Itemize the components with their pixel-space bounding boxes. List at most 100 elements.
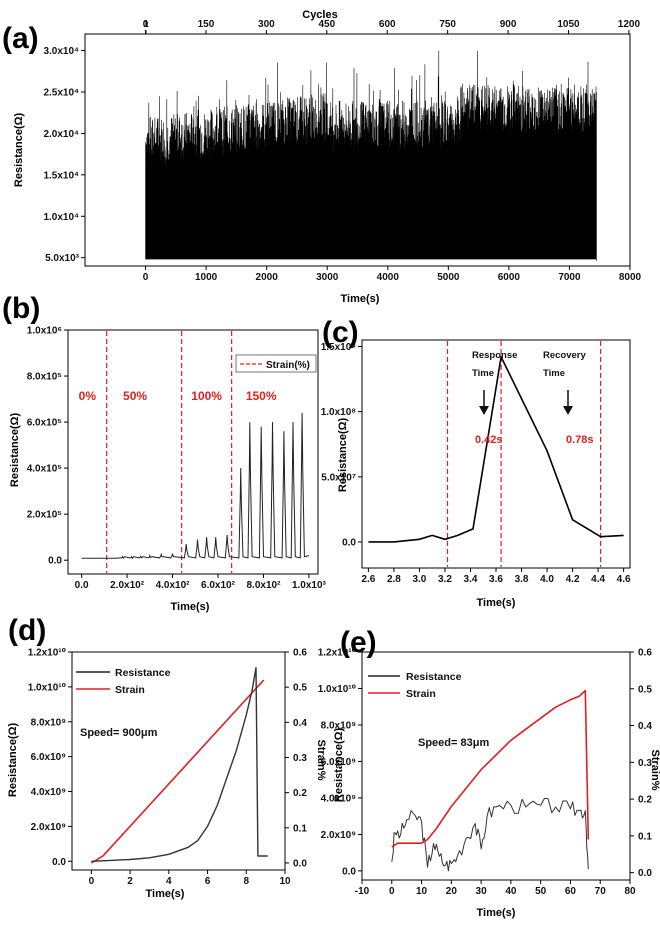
- panel-d-x-tick-label: 2: [127, 876, 133, 887]
- panel-d-y2-tick-label: 0.4: [293, 718, 307, 729]
- panel-b-legend-label: Strain(%): [266, 360, 310, 371]
- panel-a-y-tick-label: 3.0x10⁴: [43, 46, 79, 57]
- panel-c-y-tick-label: 5.0x10⁷: [321, 472, 356, 483]
- panel-b-region-label: 0%: [79, 389, 97, 403]
- panel-e-y2-tick-label: 0.2: [638, 795, 652, 806]
- panel-e-y2label: Strain%: [649, 750, 660, 791]
- panel-a-top-tick-label: 1200: [618, 19, 641, 30]
- panel-a-x-ticks: 0 1000 2000 3000 4000 5000 6000 7000 8000: [143, 266, 642, 283]
- panel-d-legend: Resistance Strain: [76, 667, 171, 696]
- panel-e-y-tick-label: 4.0x10⁹: [321, 793, 357, 804]
- panel-e-y2-ticks: 0.0 0.1 0.2 0.3 0.4 0.5 0.6: [630, 648, 652, 879]
- panel-b-region-label: 50%: [123, 389, 147, 403]
- panel-c-response-arrow: [479, 390, 489, 415]
- panel-e-x-tick-label: 80: [624, 886, 636, 897]
- panel-d-y2-tick-label: 0.0: [293, 858, 307, 869]
- panel-a-top-tick-label: 0: [143, 19, 149, 30]
- panel-c-y-tick-label: 1.5x10⁸: [321, 342, 357, 353]
- panel-d-y2-tick-label: 0.2: [293, 788, 307, 799]
- panel-d-y-tick-label: 1.0x10¹⁰: [28, 682, 66, 693]
- panel-d-x-tick-label: 10: [279, 876, 291, 887]
- panel-c-x-tick-label: 4.6: [617, 574, 631, 585]
- panel-b-region-label: 100%: [191, 389, 222, 403]
- panel-d-y-tick-label: 4.0x10⁹: [31, 787, 67, 798]
- panel-a-x-tick-label: 2000: [256, 272, 279, 283]
- panel-e-y2-tick-label: 0.6: [638, 648, 652, 659]
- panel-c-response-label-1: Response: [472, 350, 517, 361]
- panel-e-y-tick-label: 6.0x10⁹: [321, 757, 357, 768]
- panel-d-speed: Speed= 900μm: [80, 727, 158, 739]
- panel-e-y2-tick-label: 0.4: [638, 721, 652, 732]
- panel-b-region-labels: 0% 50% 100% 150%: [79, 389, 277, 403]
- panel-d-y-tick-label: 6.0x10⁹: [31, 752, 67, 763]
- panel-e-y2-tick-label: 0.5: [638, 684, 652, 695]
- panel-b-y-tick-label: 0.0: [48, 556, 62, 567]
- panel-c-recovery-arrow: [563, 390, 573, 415]
- panel-d-y-tick-label: 0.0: [52, 857, 66, 868]
- panel-c-x-tick-label: 2.8: [387, 574, 401, 585]
- panel-d-y-tick-label: 2.0x10⁹: [31, 822, 67, 833]
- panel-c-recovery-value: 0.78s: [566, 434, 594, 446]
- panel-d-strain-line: [90, 679, 265, 864]
- panel-c-response-value: 0.42s: [475, 434, 503, 446]
- panel-d-x-tick-label: 6: [205, 876, 211, 887]
- panel-e-strain-line: [391, 689, 590, 848]
- panel-c-frame: [361, 339, 631, 569]
- panel-b-legend-box: [235, 354, 317, 373]
- panel-c-x-tick-label: 3.8: [515, 574, 529, 585]
- panel-c-y-tick-label: 0.0: [342, 537, 356, 548]
- panel-c-x-tick-label: 3.4: [464, 574, 478, 585]
- panel-e-y-tick-label: 2.0x10⁹: [321, 830, 357, 841]
- panel-e-frame: [361, 651, 631, 881]
- panel-c-data-group: [368, 341, 624, 567]
- panel-c-x-tick-label: 4.4: [591, 574, 605, 585]
- panel-a-x-tick-label: 8000: [619, 272, 642, 283]
- panel-b-resistance-line: [81, 412, 310, 559]
- panel-a-x-tick-label: 3000: [316, 272, 339, 283]
- panel-c-x-tick-label: 3.0: [412, 574, 426, 585]
- panel-a-ylabel: Resistance(Ω): [13, 113, 25, 188]
- panel-c-letter: (c): [322, 316, 359, 349]
- panel-d-letter: (d): [8, 614, 46, 647]
- panel-a-top-tick-label: 150: [198, 19, 215, 30]
- panel-c: (c) 2.6 2.8 3.0 3.2 3.4 3.6 3.8 4.0 4.2 4.4 4.6 0.…: [321, 316, 631, 609]
- panel-d-legend-resistance-label: Resistance: [115, 667, 171, 679]
- panel-a-y-tick-label: 5.0x10³: [45, 253, 80, 264]
- panel-c-x-tick-label: 3.2: [438, 574, 452, 585]
- panel-c-x-tick-label: 4.0: [540, 574, 554, 585]
- panel-b-frame: [67, 329, 319, 575]
- panel-a-top-tick-label: 1050: [557, 19, 580, 30]
- panel-d-y2-tick-label: 0.1: [293, 823, 307, 834]
- panel-a-top-ticks: 01 150 300 450 600 750 900 1050 1200: [143, 19, 641, 34]
- panel-d-y2-ticks: 0.0 0.1 0.2 0.3 0.4 0.5 0.6: [285, 648, 307, 869]
- panel-c-recovery-label-1: Recovery: [543, 350, 586, 361]
- panel-d-frame: [71, 651, 286, 871]
- panel-e-y-tick-label: 1.2x10¹⁰: [318, 648, 356, 659]
- panel-e-letter: (e): [340, 626, 377, 659]
- panel-e-xlabel: Time(s): [477, 907, 516, 919]
- panel-d-y2label: Strain%: [315, 740, 327, 781]
- panel-a-x-tick-label: 7000: [558, 272, 581, 283]
- panel-d-ylabel: Resistance(Ω): [7, 723, 19, 798]
- panel-e-x-tick-label: 70: [595, 886, 607, 897]
- panel-e: (e) -10 0 10 20 30 40 50 60 70 80 0.0 2.0x10⁹ 4.0x1…: [318, 626, 660, 919]
- panel-e-y-ticks: 0.0 2.0x10⁹ 4.0x10⁹ 6.0x10⁹ 8.0x10⁹ 1.0x10¹⁰ 1…: [318, 648, 362, 877]
- panel-e-y-tick-label: 0.0: [342, 866, 356, 877]
- panel-c-resistance-line: [368, 356, 624, 543]
- panel-a-x-tick-label: 0: [143, 272, 149, 283]
- panel-b-x-tick-label: 6.0x10²: [201, 580, 236, 591]
- panel-a-x-tick-label: 5000: [437, 272, 460, 283]
- panel-b-x-tick-label: 1.0x10³: [292, 580, 327, 591]
- panel-e-legend-resistance-label: Resistance: [406, 671, 462, 683]
- panel-e-x-tick-label: -10: [355, 886, 370, 897]
- panel-a-top-tick-label: 300: [258, 19, 275, 30]
- panel-a-letter: (a): [2, 22, 39, 55]
- panel-e-x-tick-label: 60: [565, 886, 577, 897]
- panel-b-data-group: [81, 331, 310, 573]
- panel-a-top-tick-label: 450: [318, 19, 335, 30]
- panel-d-resistance-line: [91, 667, 268, 862]
- panel-e-x-tick-label: 50: [535, 886, 547, 897]
- panel-e-legend-strain-label: Strain: [406, 688, 436, 700]
- panel-a: (a) Cycles 01 150 300 450 600 750 900 1050 1200 …: [2, 9, 642, 305]
